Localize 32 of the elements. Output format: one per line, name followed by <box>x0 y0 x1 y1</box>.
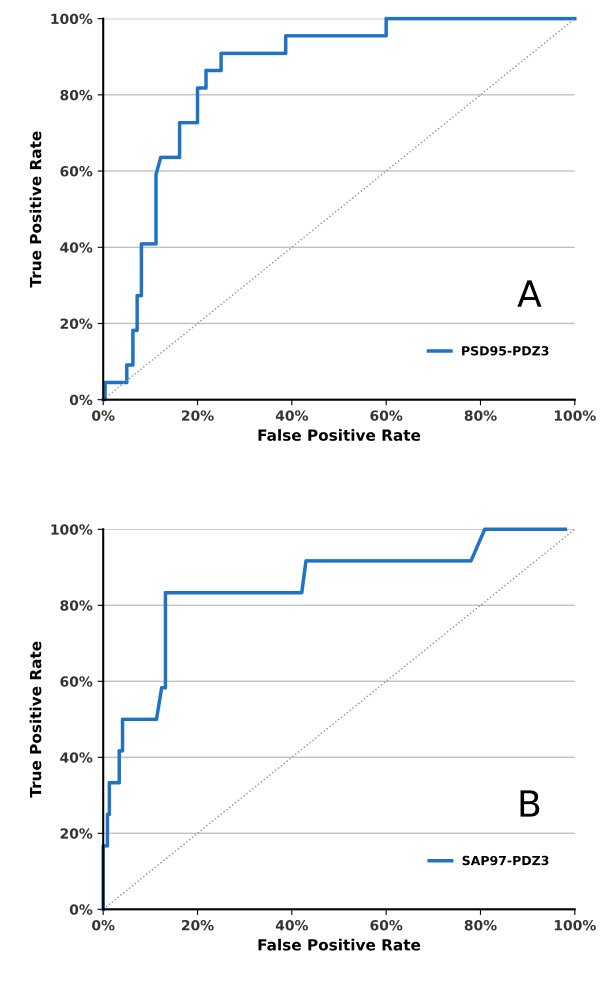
x-tick-label: 20% <box>182 410 214 421</box>
x-tick-label: 80% <box>464 410 497 421</box>
x-tick-label: 60% <box>370 410 402 421</box>
x-tick-label: 100% <box>554 920 596 930</box>
y-tick-label: 100% <box>51 14 92 24</box>
y-tick-label: 80% <box>60 600 92 611</box>
y-tick-label: 0% <box>70 394 92 406</box>
x-tick-label: 80% <box>464 920 497 930</box>
x-tick-label: 20% <box>182 920 214 930</box>
annotation: B <box>520 790 540 817</box>
y-tick-label: 80% <box>60 90 92 100</box>
annotation: A <box>517 280 542 307</box>
y-tick-label: 100% <box>51 524 92 535</box>
y-tick-label: 60% <box>60 166 92 177</box>
legend-label: PSD95-PDZ3 <box>462 346 548 356</box>
x-tick-label: 100% <box>554 410 596 421</box>
x-axis-title: False Positive Rate <box>258 429 420 441</box>
y-axis-title: True Positive Rate <box>30 642 42 798</box>
x-tick-label: 40% <box>276 920 308 930</box>
x-tick-label: 0% <box>92 410 115 421</box>
legend-label: SAP97-PDZ3 <box>462 856 548 866</box>
y-tick-label: 40% <box>60 242 92 253</box>
y-tick-label: 20% <box>60 318 92 329</box>
x-tick-label: 0% <box>92 920 115 930</box>
x-tick-label: 60% <box>370 920 402 930</box>
x-tick-label: 40% <box>276 410 308 421</box>
y-tick-label: 60% <box>60 676 92 687</box>
y-tick-label: 0% <box>70 904 92 915</box>
x-axis-title: False Positive Rate <box>258 938 420 951</box>
y-axis-title: True Positive Rate <box>30 132 42 288</box>
y-tick-label: 40% <box>60 752 92 763</box>
y-tick-label: 20% <box>60 828 92 839</box>
